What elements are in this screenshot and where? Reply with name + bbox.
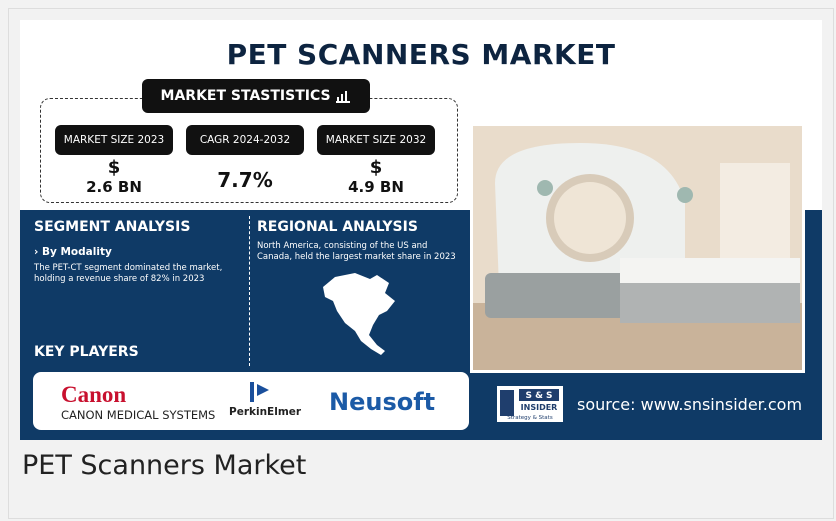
- stats-heading-text: MARKET STASTISTICS: [161, 88, 331, 104]
- player-logo: PerkinElmer: [229, 406, 301, 418]
- chart-icon: [335, 89, 351, 103]
- stat-label: MARKET SIZE 2032: [317, 125, 435, 155]
- regional-text: North America, consisting of the US and …: [257, 241, 462, 263]
- source: source: www.snsinsider.com: [577, 395, 802, 414]
- stat-value: 2.6 BN: [55, 178, 173, 196]
- segment-heading: SEGMENT ANALYSIS: [34, 219, 190, 235]
- logo-line1: S & S: [525, 391, 552, 401]
- players-panel: Canon CANON MEDICAL SYSTEMS PerkinElmer …: [33, 372, 469, 430]
- stat-value: 7.7%: [186, 168, 304, 192]
- scanner-photo: [470, 123, 805, 373]
- title: PET SCANNERS MARKET: [20, 38, 822, 71]
- segment-subheading: › By Modality: [34, 246, 112, 258]
- player-logo: Canon: [61, 382, 126, 408]
- segment-text: The PET-CT segment dominated the market,…: [34, 263, 244, 285]
- logo-line3: Strategy & Stats: [507, 415, 553, 421]
- scanner-illustration: [470, 123, 805, 373]
- north-america-map: [315, 265, 405, 357]
- regional-heading: REGIONAL ANALYSIS: [257, 219, 418, 235]
- stat-value: 4.9 BN: [317, 178, 435, 196]
- infographic: PET SCANNERS MARKET MARKET STASTISTICS M…: [20, 20, 822, 440]
- caption: PET Scanners Market: [22, 450, 306, 481]
- stat-currency: $: [317, 157, 435, 178]
- sns-logo: S & S INSIDER Strategy & Stats: [497, 386, 563, 422]
- stat-label: CAGR 2024-2032: [186, 125, 304, 155]
- page: {"infographic": { "title": "PET SCANNERS…: [0, 0, 836, 521]
- stat-currency: $: [55, 157, 173, 178]
- player-logo: Neusoft: [329, 388, 435, 416]
- perkinelmer-mark: [247, 380, 271, 404]
- stat-label: MARKET SIZE 2023: [55, 125, 173, 155]
- key-players-heading: KEY PLAYERS: [34, 344, 139, 360]
- player-subtitle: CANON MEDICAL SYSTEMS: [61, 408, 215, 422]
- divider: [249, 216, 250, 366]
- logo-line2: INSIDER: [521, 403, 558, 412]
- stats-heading: MARKET STASTISTICS: [142, 79, 370, 113]
